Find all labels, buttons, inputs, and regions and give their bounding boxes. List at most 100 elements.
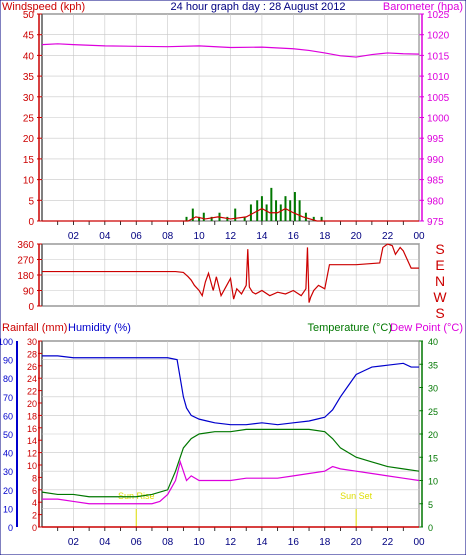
barometer-tick-label: 1000: [427, 114, 450, 125]
humidity-line: [42, 355, 419, 426]
time-tick-label: 08: [162, 537, 174, 548]
time-tick-label: 10: [194, 231, 206, 242]
rain-tick-label: 24: [27, 374, 37, 384]
rain-tick-label: 10: [27, 461, 37, 471]
rain-tick-label: 6: [32, 486, 37, 496]
rain-tick-label: 8: [32, 473, 37, 483]
wind-tick-label: 5: [28, 196, 34, 207]
time-tick-label: 06: [131, 537, 143, 548]
barometer-tick-label: 1020: [427, 31, 450, 42]
compass-label: E: [435, 257, 444, 273]
time-tick-label: 20: [351, 231, 363, 242]
rain-tick-label: 26: [27, 362, 37, 372]
temperature-line: [41, 428, 420, 498]
temperature-tick-label: 0: [428, 523, 433, 533]
temperature-axis-title: Temperature (°C): [308, 322, 392, 334]
direction-tick-label: 270: [17, 256, 34, 267]
wind-barometer-panel: 0510152025303540455097598098599099510001…: [23, 10, 450, 242]
humidity-tick-label: 40: [3, 449, 13, 459]
time-tick-label: 22: [382, 231, 394, 242]
temperature-tick-label: 40: [428, 337, 438, 347]
time-tick-label: 00: [413, 537, 425, 548]
dewpoint-line: [42, 459, 420, 505]
time-tick-label: 14: [256, 231, 268, 242]
time-tick-label: 20: [351, 537, 363, 548]
time-tick-label: 06: [131, 231, 143, 242]
humidity-tick-label: 0: [8, 523, 13, 533]
wind-tick-label: 15: [23, 155, 35, 166]
windspeed-axis-title: Windspeed (kph): [2, 1, 85, 13]
temperature-tick-label: 15: [428, 453, 438, 463]
direction-tick-label: 180: [17, 271, 34, 282]
temperature-tick-label: 10: [428, 477, 438, 487]
time-tick-label: 14: [256, 537, 268, 548]
sun-rise-label: Sun Rise: [118, 491, 155, 501]
wind-tick-label: 20: [23, 134, 35, 145]
humidity-tick-label: 70: [3, 393, 13, 403]
rain-tick-label: 14: [27, 436, 37, 446]
direction-tick-label: 0: [28, 302, 34, 313]
time-tick-label: 04: [99, 231, 111, 242]
temperature-tick-label: 35: [428, 360, 438, 370]
barometer-tick-label: 1005: [427, 93, 450, 104]
rain-tick-label: 18: [27, 411, 37, 421]
humidity-tick-label: 80: [3, 374, 13, 384]
time-tick-label: 12: [225, 537, 237, 548]
humidity-axis-title: Humidity (%): [68, 322, 131, 334]
compass-label: S: [435, 241, 444, 257]
time-tick-label: 02: [68, 537, 80, 548]
wind-avg-line: [42, 207, 419, 222]
time-tick-label: 16: [288, 231, 300, 242]
barometer-axis-title: Barometer (hpa): [383, 1, 463, 13]
humidity-tick-label: 20: [3, 486, 13, 496]
time-tick-label: 04: [99, 537, 111, 548]
wind-tick-label: 0: [28, 217, 34, 228]
humidity-tick-label: 90: [3, 356, 13, 366]
barometer-tick-label: 980: [427, 196, 444, 207]
humidity-tick-label: 30: [3, 467, 13, 477]
barometer-tick-label: 985: [427, 176, 444, 187]
time-tick-label: 02: [68, 231, 80, 242]
sun-set-label: Sun Set: [340, 491, 373, 501]
dewpoint-axis-title: Dew Point (°C): [390, 322, 463, 334]
compass-label: N: [435, 273, 445, 289]
chart-title: 24 hour graph day : 28 August 2012: [171, 1, 346, 13]
temperature-tick-label: 30: [428, 384, 438, 394]
temp-humidity-panel: 0102030405060708090100024681012141618202…: [0, 337, 438, 548]
time-tick-label: 18: [319, 537, 331, 548]
rainfall-axis-title: Rainfall (mm): [2, 322, 67, 334]
time-tick-label: 16: [288, 537, 300, 548]
rain-tick-label: 4: [32, 498, 37, 508]
direction-tick-label: 360: [17, 240, 34, 251]
rain-tick-label: 30: [27, 337, 37, 347]
temperature-tick-label: 5: [428, 500, 433, 510]
compass-label: W: [433, 289, 447, 305]
time-tick-label: 00: [413, 231, 425, 242]
barometer-line: [41, 43, 420, 58]
wind-tick-label: 40: [23, 51, 35, 62]
wind-tick-label: 45: [23, 31, 35, 42]
time-tick-label: 10: [194, 537, 206, 548]
barometer-tick-label: 1010: [427, 72, 450, 83]
time-tick-label: 22: [382, 537, 394, 548]
rain-tick-label: 2: [32, 511, 37, 521]
humidity-tick-label: 10: [3, 504, 13, 514]
time-tick-label: 08: [162, 231, 174, 242]
time-tick-label: 12: [225, 231, 237, 242]
barometer-tick-label: 990: [427, 155, 444, 166]
wind-tick-label: 30: [23, 93, 35, 104]
rain-tick-label: 28: [27, 349, 37, 359]
rain-tick-label: 12: [27, 449, 37, 459]
wind-tick-label: 50: [23, 10, 35, 21]
humidity-tick-label: 100: [0, 337, 13, 347]
humidity-tick-label: 60: [3, 411, 13, 421]
direction-line: [42, 243, 419, 303]
time-tick-label: 18: [319, 231, 331, 242]
rain-tick-label: 16: [27, 424, 37, 434]
barometer-tick-label: 1015: [427, 51, 450, 62]
rain-tick-label: 20: [27, 399, 37, 409]
barometer-tick-label: 975: [427, 217, 444, 228]
barometer-tick-label: 1025: [427, 10, 450, 21]
